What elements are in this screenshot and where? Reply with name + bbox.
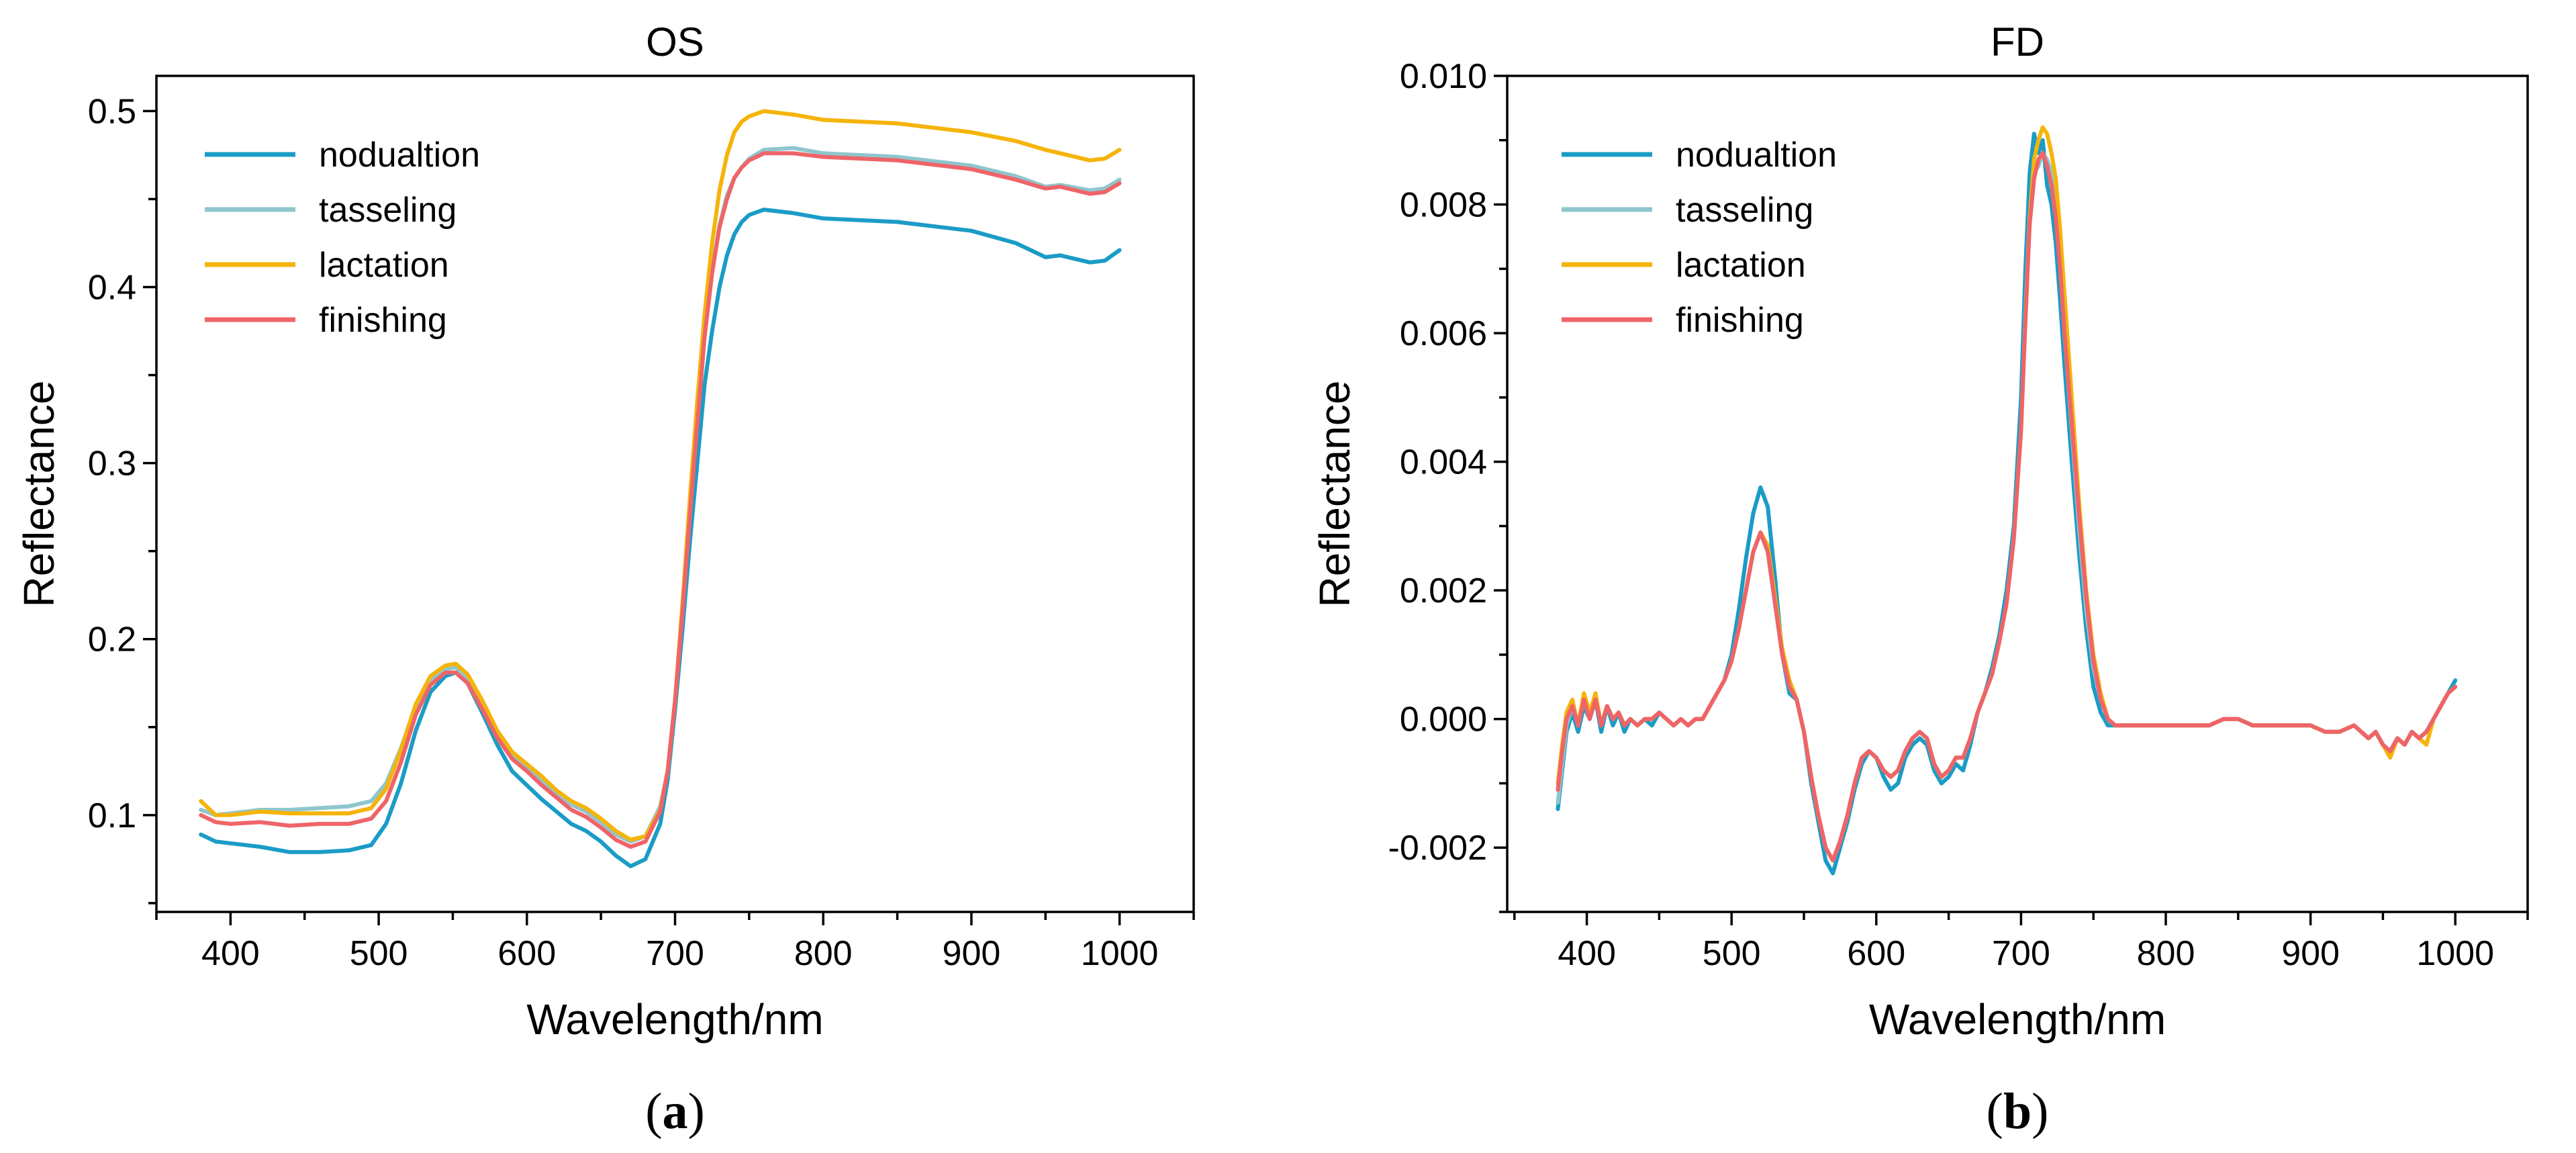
- chart-title: FD: [1991, 19, 2044, 64]
- y-axis-title: Reflectance: [1310, 381, 1359, 608]
- x-tick-label: 600: [1847, 934, 1905, 973]
- legend-label-tasseling: tasseling: [1676, 191, 1813, 230]
- x-tick-label: 900: [2281, 934, 2340, 973]
- y-tick-label: 0.010: [1400, 57, 1487, 96]
- y-tick-label: 0.4: [88, 269, 136, 308]
- y-tick-label: 0.1: [88, 796, 136, 835]
- series-line-nodualtion: [199, 207, 1122, 868]
- x-tick-label: 500: [350, 934, 408, 973]
- x-axis-title: Wavelength/nm: [1869, 995, 2166, 1044]
- y-tick-label: 0.002: [1400, 571, 1487, 610]
- x-tick-label: 500: [1703, 934, 1761, 973]
- x-tick-label: 800: [2137, 934, 2195, 973]
- x-tick-label: 1000: [2416, 934, 2494, 973]
- y-tick-label: 0.008: [1400, 186, 1487, 225]
- chart-title: OS: [646, 19, 704, 64]
- legend-label-finishing: finishing: [1676, 301, 1804, 340]
- legend-label-lactation: lactation: [1676, 246, 1806, 285]
- y-tick-label: 0.3: [88, 445, 136, 483]
- legend-label-tasseling: tasseling: [319, 191, 457, 230]
- legend-label-nodualtion: nodualtion: [1676, 136, 1837, 175]
- x-tick-label: 800: [794, 934, 853, 973]
- panel-caption: (a): [645, 1083, 705, 1140]
- x-tick-label: 900: [943, 934, 1001, 973]
- y-tick-label: 0.000: [1400, 700, 1487, 739]
- plot-frame: [155, 75, 1195, 913]
- x-tick-label: 700: [646, 934, 704, 973]
- x-tick-label: 700: [1992, 934, 2050, 973]
- y-tick-label: 0.004: [1400, 443, 1487, 482]
- legend-label-finishing: finishing: [319, 301, 447, 340]
- x-tick-label: 400: [1558, 934, 1616, 973]
- legend-label-lactation: lactation: [319, 246, 449, 285]
- series-line-nodualtion: [1556, 132, 2458, 876]
- panel-caption: (b): [1987, 1083, 2049, 1140]
- y-tick-label: -0.002: [1388, 829, 1487, 868]
- x-tick-label: 400: [201, 934, 260, 973]
- series-line-finishing: [199, 151, 1122, 849]
- chart-panel-os: OS 400 500 600 700 800 900 1000 0.1 0.2 0.3 0.4 0.5 W…: [15, 19, 1195, 1140]
- series-line-lactation: [1556, 125, 2458, 863]
- fd-reflectance-chart: FD 400 500 600 700 800 900 1000 -0.002 0.000 0.002…: [1310, 19, 2529, 1140]
- x-tick-label: 600: [497, 934, 556, 973]
- legend-label-nodualtion: nodualtion: [319, 136, 480, 175]
- y-axis-title: Reflectance: [15, 381, 63, 608]
- y-tick-label: 0.006: [1400, 314, 1487, 353]
- y-tick-label: 0.5: [88, 92, 136, 131]
- plot-frame: [1506, 75, 2529, 913]
- y-tick-label: 0.2: [88, 620, 136, 659]
- x-tick-label: 1000: [1081, 934, 1159, 973]
- os-reflectance-chart: OS 400 500 600 700 800 900 1000 0.1 0.2 0.3 0.4 0.5 W…: [15, 19, 1195, 1140]
- chart-panel-fd: FD 400 500 600 700 800 900 1000 -0.002 0.000 0.002…: [1288, 0, 2576, 1153]
- x-axis-title: Wavelength/nm: [526, 995, 823, 1044]
- series-line-finishing: [1556, 150, 2458, 863]
- series-line-lactation: [199, 109, 1122, 842]
